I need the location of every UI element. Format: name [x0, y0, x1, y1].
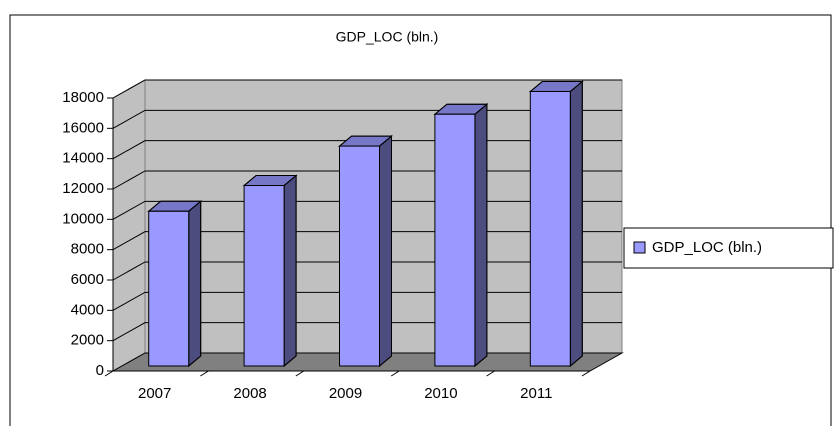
x-tick — [104, 370, 114, 377]
bar-side-shade — [283, 174, 297, 368]
y-tick-label: 14000 — [62, 150, 104, 167]
y-tick-label: 8000 — [71, 241, 104, 258]
x-tick-label: 2010 — [424, 385, 457, 402]
x-tick — [390, 370, 400, 377]
x-tick-label: 2008 — [233, 385, 266, 402]
x-tick — [200, 370, 209, 377]
y-tick-label: 12000 — [62, 180, 104, 197]
bar-side-shade — [188, 200, 202, 368]
y-tick-label: 2000 — [71, 332, 104, 349]
bar — [148, 210, 190, 367]
bar — [434, 113, 476, 367]
bar — [529, 90, 571, 367]
bar — [339, 145, 380, 367]
y-tick-label: 0 — [96, 362, 104, 379]
x-tick — [486, 370, 495, 377]
legend — [623, 227, 834, 269]
grid-line — [112, 79, 622, 99]
x-tick — [295, 370, 305, 377]
x-tick — [581, 370, 591, 377]
x-tick-label: 2011 — [520, 385, 552, 402]
chart-title: GDP_LOC (bln.) — [336, 29, 439, 45]
chart-border — [9, 14, 832, 426]
bar — [243, 185, 285, 367]
x-tick-label: 2007 — [138, 385, 171, 402]
bar-side-shade — [379, 135, 392, 368]
y-tick-label: 18000 — [62, 89, 104, 106]
legend-label: GDP_LOC (bln.) — [652, 239, 762, 256]
bar-side-shade — [569, 80, 583, 368]
y-tick-label: 10000 — [62, 210, 104, 227]
legend-swatch — [633, 241, 646, 254]
x-tick-label: 2009 — [329, 385, 362, 402]
y-tick-label: 16000 — [62, 119, 104, 136]
side-wall — [112, 79, 146, 372]
y-tick-label: 6000 — [71, 271, 104, 288]
bar-side-shade — [474, 103, 488, 368]
y-tick-label: 4000 — [71, 301, 104, 318]
